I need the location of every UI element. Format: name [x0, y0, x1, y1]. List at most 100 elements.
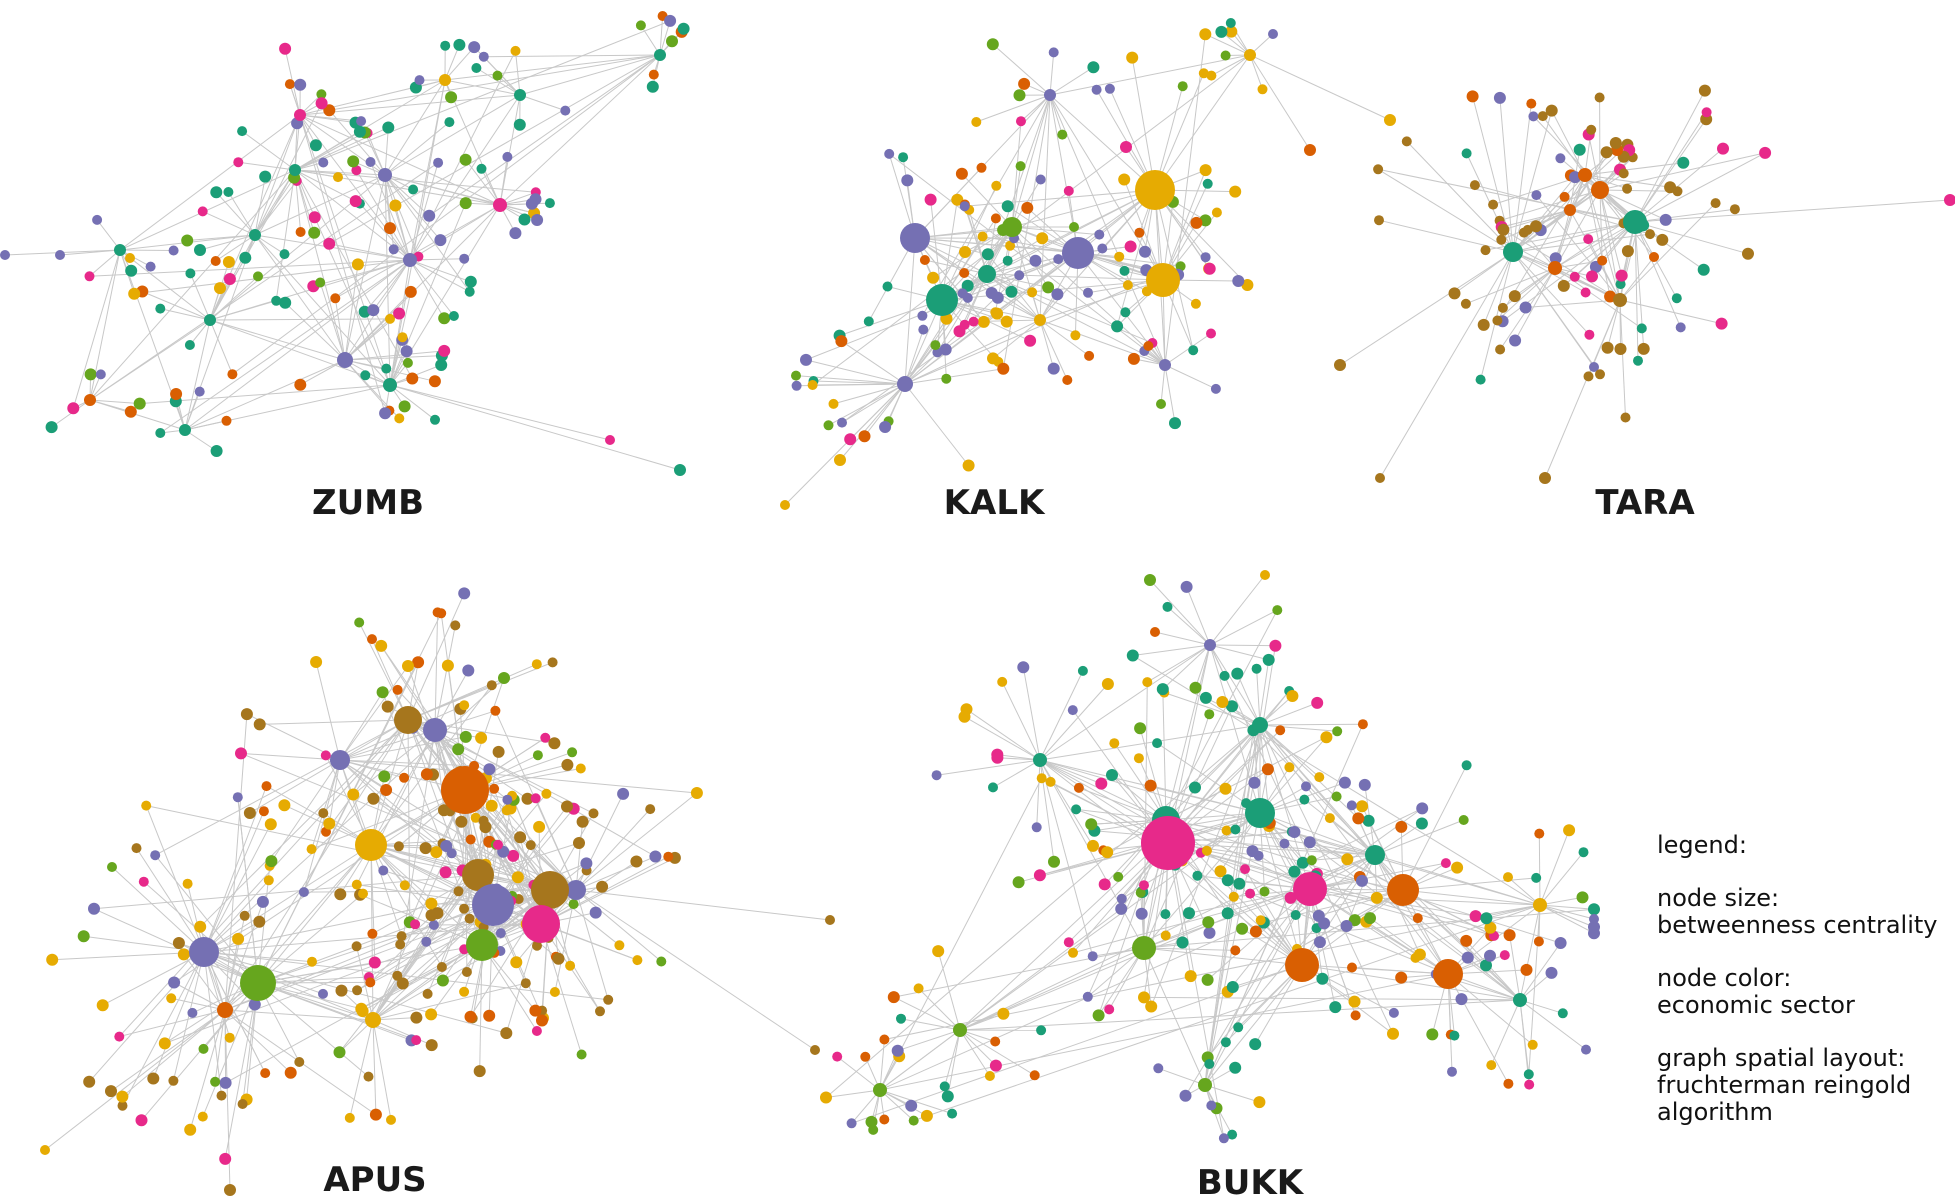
graph-node: [1374, 215, 1384, 225]
graph-node: [1115, 903, 1127, 915]
graph-node: [1002, 217, 1022, 237]
graph-node: [493, 198, 507, 212]
graph-node: [462, 665, 474, 677]
graph-node: [265, 855, 277, 867]
graph-node: [1236, 923, 1248, 935]
graph-edge: [840, 384, 905, 460]
graph-node: [1062, 375, 1072, 385]
graph-node: [430, 415, 440, 425]
graph-node: [262, 781, 272, 791]
graph-edge: [1163, 689, 1166, 820]
graph-node: [969, 317, 979, 327]
graph-node: [364, 1072, 374, 1082]
graph-edge: [1635, 153, 1765, 222]
graph-node: [1578, 168, 1592, 182]
graph-edge: [1037, 760, 1040, 827]
graph-node: [1497, 224, 1509, 236]
graph-node: [487, 680, 497, 690]
graph-edge: [901, 1019, 960, 1030]
graph-node: [466, 929, 498, 961]
graph-node: [233, 157, 243, 167]
graph-node: [791, 371, 801, 381]
graph-node: [194, 244, 206, 256]
graph-node: [991, 213, 1001, 223]
graph-node: [565, 961, 575, 971]
graph-node: [294, 109, 306, 121]
graph-edge: [1164, 693, 1260, 725]
graph-node: [1150, 627, 1160, 637]
graph-edge: [1023, 667, 1040, 760]
graph-node: [1616, 270, 1628, 282]
graph-node: [1329, 1001, 1341, 1013]
network-label-bukk: BUKK: [1197, 1163, 1303, 1203]
graph-node: [307, 844, 317, 854]
graph-node: [1488, 200, 1498, 210]
graph-edge: [204, 811, 264, 952]
graph-node: [490, 706, 500, 716]
graph-node: [1711, 198, 1721, 208]
graph-edge: [89, 952, 204, 1082]
graph-node: [383, 378, 397, 392]
graph-node: [1586, 125, 1596, 135]
graph-node: [847, 1118, 857, 1128]
graph-node: [415, 75, 425, 85]
graph-node: [1215, 26, 1227, 38]
graph-node: [1136, 908, 1148, 920]
graph-node: [603, 995, 613, 1005]
graph-node: [1622, 245, 1634, 257]
graph-node: [879, 1035, 889, 1045]
graph-node: [1633, 356, 1643, 366]
graph-edge: [216, 192, 255, 235]
graph-edge: [185, 360, 345, 430]
graph-node: [1118, 174, 1130, 186]
graph-node: [1142, 677, 1152, 687]
graph-node: [1387, 1028, 1399, 1040]
graph-node: [472, 884, 514, 926]
graph-node: [1212, 208, 1222, 218]
network-label-zumb: ZUMB: [312, 483, 424, 523]
graph-node: [909, 1116, 919, 1126]
graph-node: [1202, 916, 1214, 928]
graph-node: [1120, 141, 1132, 153]
graph-edge: [1340, 252, 1513, 365]
graph-node: [1053, 254, 1063, 264]
network-label-tara: TARA: [1595, 483, 1694, 523]
graph-edge: [120, 170, 295, 250]
graph-node: [1104, 1004, 1114, 1014]
graph-node: [1044, 89, 1056, 101]
graph-node: [195, 387, 205, 397]
graph-node: [1524, 1080, 1534, 1090]
graph-node: [526, 840, 536, 850]
graph-node: [864, 316, 874, 326]
graph-edge: [837, 1057, 880, 1090]
graph-node: [1595, 369, 1605, 379]
graph-node: [577, 816, 589, 828]
graph-node: [825, 915, 835, 925]
graph-node: [1220, 671, 1230, 681]
graph-node: [1083, 288, 1093, 298]
graph-node: [97, 999, 109, 1011]
graph-node: [1332, 792, 1342, 802]
graph-edge: [1448, 974, 1533, 1045]
graph-node: [114, 244, 126, 256]
graph-node: [239, 252, 251, 264]
graph-node: [884, 149, 894, 159]
graph-node: [459, 700, 469, 710]
graph-node: [664, 15, 676, 27]
graph-node: [1293, 872, 1327, 906]
graph-node: [990, 1037, 1000, 1047]
graph-node: [1206, 1101, 1216, 1111]
graph-node: [1759, 147, 1771, 159]
legend-layout-line2: algorithm: [1657, 1099, 1947, 1126]
graph-node: [240, 965, 276, 1001]
graph-node: [1230, 945, 1240, 955]
graph-node: [1579, 847, 1589, 857]
graph-node: [531, 793, 541, 803]
graph-node: [569, 899, 579, 909]
graph-node: [632, 955, 642, 965]
graph-node: [1513, 993, 1527, 1007]
graph-node: [352, 258, 364, 270]
graph-node: [440, 41, 450, 51]
graph-node: [107, 862, 117, 872]
graph-node: [837, 418, 847, 428]
